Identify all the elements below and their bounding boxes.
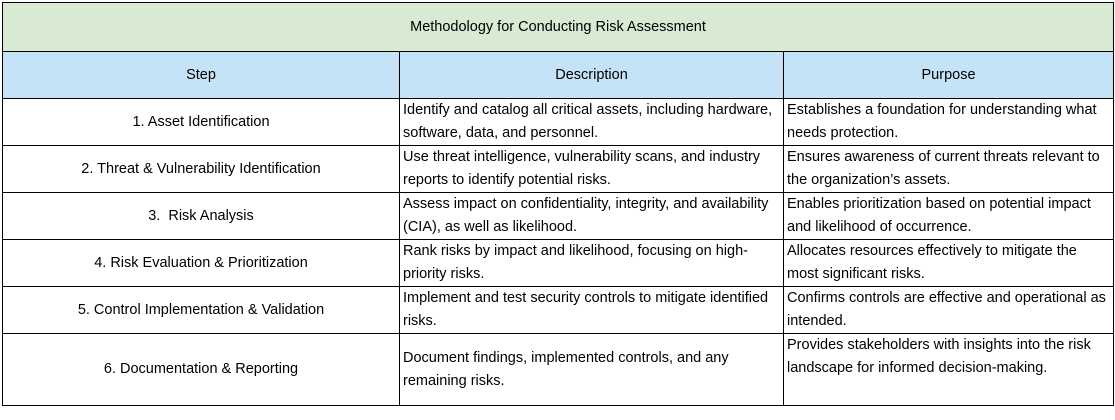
purpose-cell: Confirms controls are effective and oper… [782, 286, 1115, 334]
header-description: Description [399, 51, 784, 99]
step-cell: 4. Risk Evaluation & Prioritization [2, 239, 400, 287]
table-row: 6. Documentation & Reporting Document fi… [2, 333, 1115, 406]
table-title: Methodology for Conducting Risk Assessme… [1, 2, 1115, 52]
header-row: Step Description Purpose [2, 51, 1115, 99]
risk-assessment-table: Methodology for Conducting Risk Assessme… [1, 2, 1115, 406]
purpose-cell: Ensures awareness of current threats rel… [782, 145, 1115, 193]
step-cell: 1. Asset Identification [2, 98, 400, 146]
title-row: Methodology for Conducting Risk Assessme… [1, 2, 1115, 52]
header-purpose: Purpose [782, 51, 1115, 99]
step-cell: 3. Risk Analysis [2, 192, 400, 240]
table-row: 3. Risk Analysis Assess impact on confid… [2, 192, 1115, 240]
purpose-cell: Allocates resources effectively to mitig… [782, 239, 1115, 287]
description-cell: Identify and catalog all critical assets… [399, 98, 784, 146]
description-cell: Use threat intelligence, vulnerability s… [399, 145, 784, 193]
table-row: 1. Asset Identification Identify and cat… [2, 98, 1115, 146]
table-row: 4. Risk Evaluation & Prioritization Rank… [2, 239, 1115, 287]
step-cell: 2. Threat & Vulnerability Identification [2, 145, 400, 193]
purpose-cell: Provides stakeholders with insights into… [782, 333, 1115, 406]
purpose-cell: Enables prioritization based on potentia… [782, 192, 1115, 240]
step-cell: 5. Control Implementation & Validation [2, 286, 400, 334]
step-cell: 6. Documentation & Reporting [2, 333, 400, 406]
table-row: 2. Threat & Vulnerability Identification… [2, 145, 1115, 193]
purpose-cell: Establishes a foundation for understandi… [782, 98, 1115, 146]
header-step: Step [2, 51, 400, 99]
description-cell: Document findings, implemented controls,… [399, 333, 784, 406]
table-row: 5. Control Implementation & Validation I… [2, 286, 1115, 334]
description-cell: Assess impact on confidentiality, integr… [399, 192, 784, 240]
description-cell: Implement and test security controls to … [399, 286, 784, 334]
description-cell: Rank risks by impact and likelihood, foc… [399, 239, 784, 287]
